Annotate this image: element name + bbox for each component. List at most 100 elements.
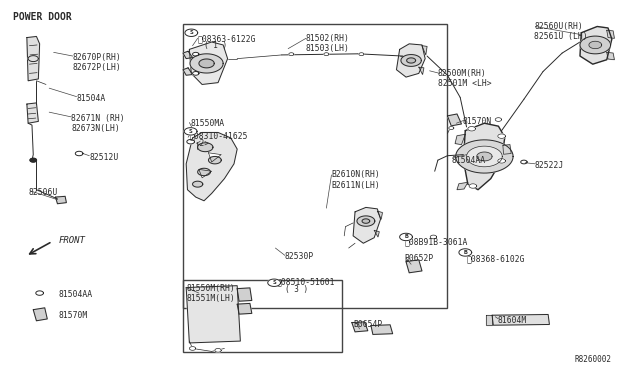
Polygon shape [498, 159, 506, 163]
Text: B: B [463, 250, 467, 255]
Polygon shape [362, 219, 370, 223]
Text: ( 3 ): ( 3 ) [285, 285, 308, 294]
Polygon shape [467, 146, 502, 167]
Text: Ⓜ08363-6122G: Ⓜ08363-6122G [198, 34, 256, 43]
Polygon shape [371, 325, 393, 334]
Text: 81604M: 81604M [497, 316, 526, 325]
Polygon shape [374, 230, 380, 237]
Polygon shape [352, 322, 368, 332]
Text: S: S [272, 280, 276, 285]
Text: B2610N(RH)
B2611N(LH): B2610N(RH) B2611N(LH) [332, 170, 380, 190]
Polygon shape [455, 134, 465, 145]
Polygon shape [406, 58, 415, 63]
Polygon shape [589, 41, 602, 49]
Polygon shape [56, 196, 67, 204]
Polygon shape [215, 349, 221, 352]
Text: ⒲08B91B-3061A: ⒲08B91B-3061A [404, 237, 468, 246]
Polygon shape [401, 55, 421, 66]
Polygon shape [580, 36, 611, 54]
Polygon shape [28, 56, 38, 62]
Text: ⒲08368-6102G: ⒲08368-6102G [467, 254, 525, 263]
Polygon shape [378, 211, 383, 219]
Polygon shape [449, 126, 454, 129]
Polygon shape [193, 52, 199, 56]
Polygon shape [193, 181, 203, 187]
Polygon shape [357, 216, 375, 226]
Polygon shape [189, 42, 228, 84]
Text: S: S [189, 30, 193, 35]
Polygon shape [183, 51, 193, 59]
Polygon shape [199, 59, 214, 68]
Polygon shape [399, 233, 412, 241]
Polygon shape [27, 103, 38, 123]
Text: FRONT: FRONT [59, 236, 86, 245]
Text: 82671N (RH)
82673N(LH): 82671N (RH) 82673N(LH) [72, 114, 125, 134]
Polygon shape [237, 288, 252, 301]
Polygon shape [33, 308, 47, 321]
Text: 82512U: 82512U [90, 153, 118, 162]
Polygon shape [209, 153, 221, 162]
Text: 81550MA: 81550MA [190, 119, 224, 128]
Polygon shape [419, 67, 424, 74]
Polygon shape [36, 291, 44, 295]
Polygon shape [324, 53, 329, 56]
Polygon shape [199, 169, 212, 178]
Polygon shape [447, 114, 461, 126]
Polygon shape [495, 118, 502, 121]
Polygon shape [521, 160, 527, 164]
Polygon shape [607, 52, 614, 60]
Polygon shape [268, 279, 280, 286]
Bar [183, 280, 342, 352]
Text: 81504AA: 81504AA [59, 290, 93, 299]
Polygon shape [190, 54, 223, 73]
Polygon shape [580, 26, 612, 64]
Text: 82522J: 82522J [534, 161, 563, 170]
Text: Ⓜ08510-51601: Ⓜ08510-51601 [276, 278, 335, 286]
Polygon shape [289, 53, 294, 56]
Text: R8260002: R8260002 [575, 355, 612, 364]
Polygon shape [185, 29, 198, 36]
Polygon shape [498, 134, 506, 138]
Text: B: B [404, 234, 408, 240]
Polygon shape [186, 132, 237, 201]
Text: B0654P: B0654P [354, 320, 383, 328]
Polygon shape [607, 30, 614, 38]
Text: 81504AA: 81504AA [451, 156, 485, 165]
Polygon shape [422, 46, 427, 55]
Bar [183, 23, 447, 308]
Text: <2>: <2> [196, 139, 210, 148]
Polygon shape [477, 152, 492, 161]
Text: 82530P: 82530P [284, 253, 314, 262]
Polygon shape [209, 157, 221, 164]
Polygon shape [189, 347, 196, 350]
Text: 81570M: 81570M [59, 311, 88, 320]
Polygon shape [406, 260, 422, 273]
Text: 82670P(RH)
82672P(LH): 82670P(RH) 82672P(LH) [73, 53, 122, 73]
Text: 82500M(RH)
82501M <LH>: 82500M(RH) 82501M <LH> [438, 68, 492, 88]
Polygon shape [183, 68, 193, 75]
Polygon shape [486, 315, 492, 325]
Text: 81502(RH)
81503(LH): 81502(RH) 81503(LH) [306, 34, 350, 53]
Polygon shape [468, 126, 476, 131]
Polygon shape [27, 36, 40, 81]
Text: 81570N: 81570N [463, 116, 492, 126]
Polygon shape [469, 184, 477, 188]
Polygon shape [187, 140, 195, 144]
Polygon shape [353, 208, 381, 243]
Polygon shape [463, 123, 505, 190]
Text: 82560U(RH)
82561U (LH): 82560U(RH) 82561U (LH) [534, 22, 588, 41]
Polygon shape [76, 151, 83, 156]
Text: S: S [189, 129, 193, 134]
Text: Ⓜ08310-41625: Ⓜ08310-41625 [189, 131, 248, 140]
Polygon shape [193, 71, 199, 75]
Polygon shape [503, 145, 511, 154]
Text: ( 1 ): ( 1 ) [204, 41, 227, 50]
Text: POWER DOOR: POWER DOOR [13, 12, 72, 22]
Polygon shape [359, 53, 364, 56]
Text: 82506U: 82506U [29, 188, 58, 197]
Polygon shape [456, 140, 513, 173]
Polygon shape [492, 314, 549, 325]
Polygon shape [198, 143, 213, 152]
Polygon shape [184, 128, 197, 135]
Polygon shape [237, 304, 252, 314]
